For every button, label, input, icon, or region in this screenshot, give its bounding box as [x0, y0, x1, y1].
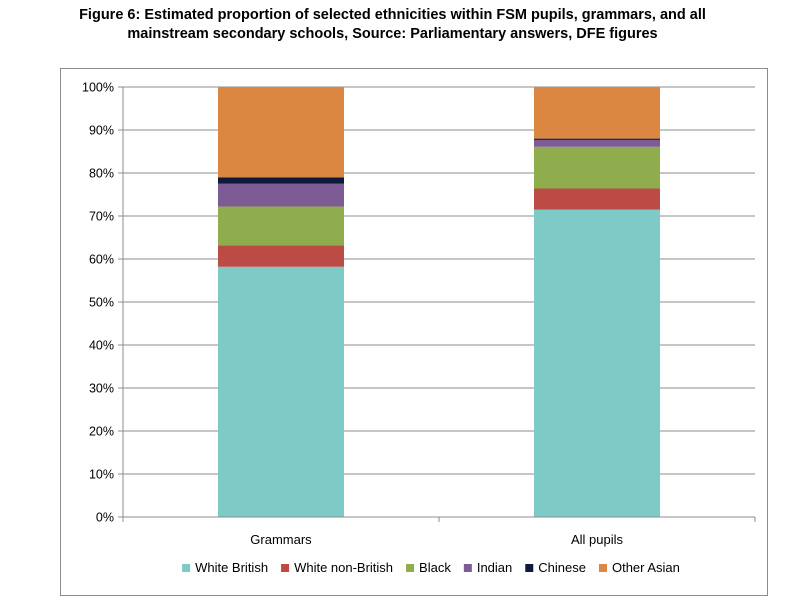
- y-tick-label: 30%: [89, 382, 114, 396]
- legend: White British White non-British Black India…: [182, 560, 680, 575]
- bar-segment: [218, 87, 344, 178]
- legend-item: White non-British: [281, 560, 393, 575]
- bar-segment: [218, 245, 344, 267]
- chart-frame: [60, 68, 768, 596]
- bar-segment: [218, 206, 344, 246]
- legend-swatch: [525, 564, 534, 572]
- bar-segment: [534, 138, 660, 140]
- bar-segment: [534, 146, 660, 189]
- chart-title-line-2: mainstream secondary schools, Source: Pa…: [127, 26, 658, 42]
- legend-label: White British: [195, 560, 268, 575]
- axes: [118, 86, 756, 522]
- y-tick-labels: 0% 10% 20% 30% 40% 50% 60% 70% 80% 90% 100%: [82, 81, 114, 525]
- bar-segment: [218, 177, 344, 184]
- y-tick-label: 0%: [96, 511, 114, 525]
- legend-swatch: [182, 564, 191, 572]
- y-tick-label: 100%: [82, 81, 114, 95]
- x-category-label: All pupils: [571, 532, 624, 547]
- legend-label: Other Asian: [612, 560, 680, 575]
- y-tick-label: 20%: [89, 425, 114, 439]
- y-tick-label: 60%: [89, 253, 114, 267]
- legend-item: White British: [182, 560, 268, 575]
- y-tick-label: 80%: [89, 167, 114, 181]
- legend-label: Chinese: [538, 560, 586, 575]
- legend-item: Other Asian: [598, 560, 680, 575]
- gridlines: [123, 86, 755, 475]
- legend-swatch: [406, 564, 415, 572]
- legend-item: Chinese: [525, 560, 586, 575]
- legend-label: Black: [419, 560, 451, 575]
- y-tick-label: 70%: [89, 210, 114, 224]
- legend-label: White non-British: [294, 560, 393, 575]
- bar-segment: [534, 209, 660, 518]
- y-tick-label: 10%: [89, 468, 114, 482]
- legend-swatch: [463, 564, 472, 572]
- bars: [218, 87, 660, 518]
- y-tick-label: 50%: [89, 296, 114, 310]
- legend-item: Black: [406, 560, 451, 575]
- chart-title: Figure 6: Estimated proportion of select…: [0, 6, 785, 44]
- legend-item: Indian: [463, 560, 512, 575]
- bar-segment: [218, 183, 344, 207]
- bar-segment: [534, 139, 660, 147]
- bar-segment: [534, 188, 660, 210]
- legend-label: Indian: [477, 560, 512, 575]
- bar-segment: [218, 266, 344, 517]
- y-tick-label: 40%: [89, 339, 114, 353]
- legend-swatch: [598, 564, 607, 572]
- x-category-labels: Grammars All pupils: [250, 532, 623, 547]
- chart-title-line-1: Figure 6: Estimated proportion of select…: [79, 7, 706, 23]
- legend-swatch: [281, 564, 290, 572]
- y-tick-label: 90%: [89, 124, 114, 138]
- bar-segment: [534, 87, 660, 139]
- x-category-label: Grammars: [250, 532, 312, 547]
